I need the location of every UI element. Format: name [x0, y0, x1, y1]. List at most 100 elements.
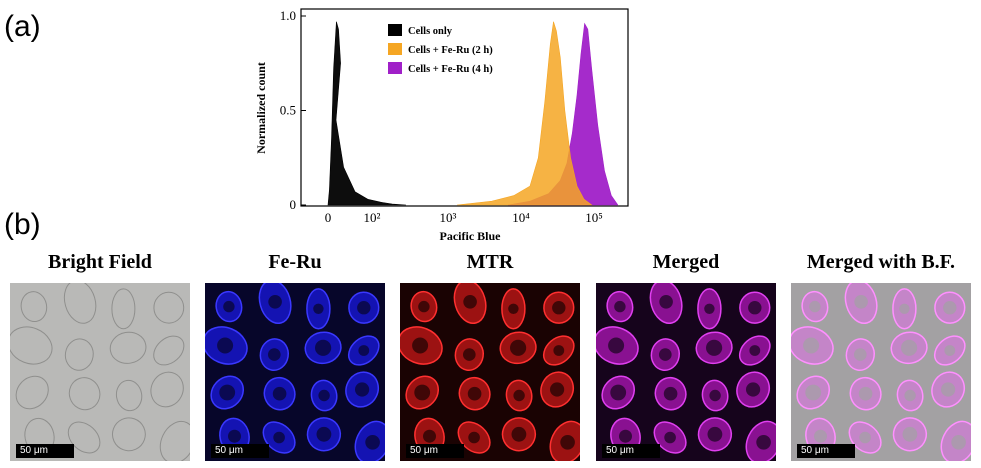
nucleus: [315, 339, 332, 356]
cell-layer: [400, 283, 580, 461]
nucleus: [704, 303, 715, 314]
nucleus: [511, 426, 527, 442]
nucleus: [223, 300, 235, 313]
nucleus: [560, 435, 575, 450]
nucleus: [219, 384, 236, 401]
legend-swatch: [388, 62, 402, 74]
nucleus: [414, 384, 431, 401]
nucleus: [313, 303, 324, 314]
nucleus: [268, 348, 281, 361]
nucleus: [805, 384, 822, 401]
nucleus: [418, 300, 430, 313]
x-tick-label: 10⁴: [512, 210, 530, 225]
nucleus: [854, 348, 867, 361]
legend-label: Cells + Fe-Ru (4 h): [408, 64, 493, 75]
microscopy-image: 50 μm: [205, 283, 385, 461]
scale-bar: 50 μm: [406, 444, 464, 458]
panel-title: Bright Field: [48, 251, 152, 273]
nucleus: [513, 389, 525, 402]
cell: [115, 379, 143, 412]
microscopy-image: 50 μm: [596, 283, 776, 461]
nucleus: [550, 382, 565, 397]
nucleus: [316, 426, 332, 442]
nucleus: [423, 429, 436, 443]
nucleus: [944, 345, 956, 356]
nucleus: [467, 386, 482, 401]
nucleus: [659, 295, 673, 309]
nucleus: [746, 382, 761, 397]
nucleus: [943, 301, 957, 315]
cell-layer: [205, 283, 385, 461]
legend-label: Cells + Fe-Ru (2 h): [408, 45, 493, 56]
nucleus: [510, 339, 527, 356]
microscopy-image: 50 μm: [400, 283, 580, 461]
legend-swatch: [388, 24, 402, 36]
cell: [159, 420, 190, 461]
x-tick-label: 10³: [440, 210, 457, 225]
y-tick-label: 1.0: [280, 8, 296, 23]
y-tick-label: 0.5: [280, 103, 296, 118]
cell: [153, 335, 185, 366]
nucleus: [803, 337, 820, 354]
nucleus: [859, 431, 871, 444]
panel-b-label: (b): [4, 208, 41, 241]
nucleus: [272, 386, 287, 401]
scale-bar: 50 μm: [602, 444, 660, 458]
cell: [64, 338, 94, 371]
nucleus: [814, 429, 827, 443]
nucleus: [358, 345, 370, 356]
panel-title: MTR: [466, 251, 514, 273]
scale-bar: 50 μm: [797, 444, 855, 458]
nucleus: [610, 384, 627, 401]
plot-frame: [300, 8, 629, 207]
cell: [20, 291, 48, 323]
nucleus: [273, 431, 285, 444]
nucleus: [941, 382, 956, 397]
nucleus: [901, 339, 918, 356]
nucleus: [619, 429, 632, 443]
cell: [67, 421, 101, 454]
flow-cytometry-histogram: 0 10² 10³ 10⁴ 10⁵ 0 0.5 1.0 Normalized count Pa…: [254, 8, 629, 243]
nucleus: [318, 389, 330, 402]
nucleus: [553, 345, 565, 356]
nucleus: [463, 348, 476, 361]
nucleus: [228, 429, 241, 443]
nucleus: [412, 337, 429, 354]
panel-title: Fe-Ru: [268, 251, 322, 273]
nucleus: [951, 435, 966, 450]
cell: [150, 371, 184, 408]
nucleus: [902, 426, 918, 442]
cell: [111, 288, 136, 330]
legend-label: Cells only: [408, 26, 453, 37]
cell-layer: [791, 283, 971, 461]
nucleus: [365, 435, 380, 450]
nucleus: [357, 301, 371, 315]
nucleus: [664, 431, 676, 444]
nucleus: [508, 303, 519, 314]
nucleus: [709, 389, 721, 402]
nucleus: [809, 300, 821, 313]
panel-title: Merged with B.F.: [806, 251, 956, 273]
nucleus: [748, 301, 762, 315]
nucleus: [268, 295, 282, 309]
panel-title: Merged: [652, 251, 720, 273]
series-area-1: [456, 21, 593, 206]
cell: [10, 326, 53, 365]
nucleus: [899, 303, 910, 314]
cell: [15, 375, 49, 410]
y-tick-label: 0: [290, 197, 297, 212]
nucleus: [854, 295, 868, 309]
microscopy-image: 50 μm: [10, 283, 190, 461]
nucleus: [663, 386, 678, 401]
x-tick-label: 10⁵: [585, 210, 603, 225]
scale-bar: 50 μm: [16, 444, 74, 458]
nucleus: [608, 337, 625, 354]
y-axis-label: Normalized count: [254, 62, 268, 154]
cell-layer: [596, 283, 776, 461]
x-axis-label: Pacific Blue: [440, 229, 502, 243]
nucleus: [706, 339, 723, 356]
nucleus: [614, 300, 626, 313]
cell: [68, 377, 101, 411]
nucleus: [756, 435, 771, 450]
nucleus: [659, 348, 672, 361]
